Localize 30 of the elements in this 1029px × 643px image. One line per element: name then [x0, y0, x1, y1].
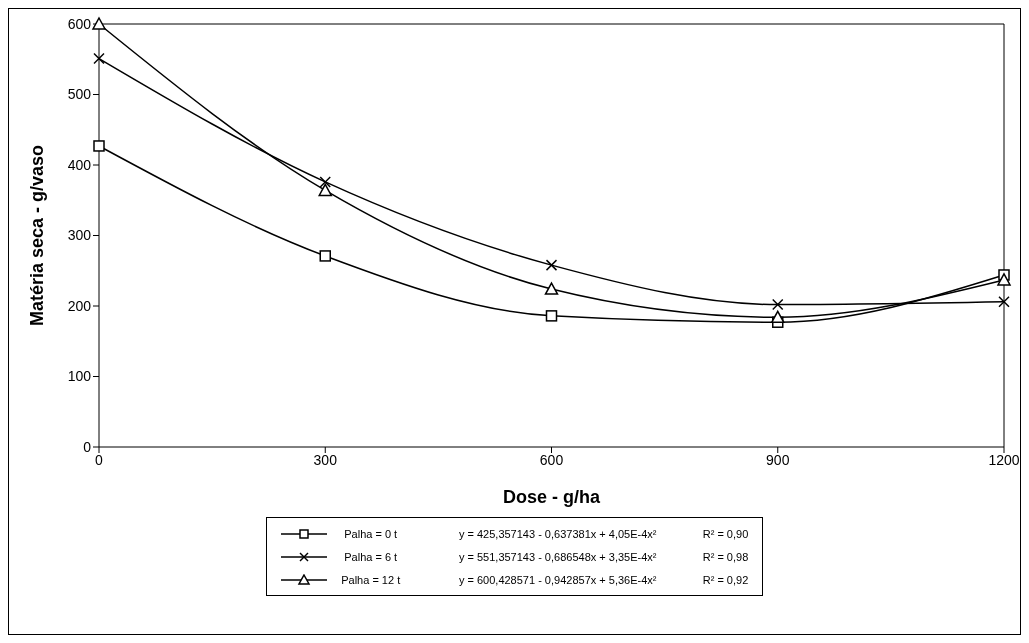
point [771, 310, 785, 324]
point [997, 273, 1011, 286]
text: y = 600,428571 - 0,942857x + 5,36E-4x² [457, 573, 658, 586]
legend-label: Palha = 6 t [343, 550, 399, 563]
point [318, 183, 332, 197]
y-tick-label: 0 [83, 438, 92, 455]
x-tick-label: 300 [313, 451, 338, 468]
legend-label: Palha = 0 t [343, 527, 399, 540]
x-tick-label: 1200 [988, 451, 1020, 468]
y-tick-label: 200 [67, 297, 92, 314]
legend-label: Palha = 12 t [340, 573, 402, 586]
x-tick-label: 900 [766, 451, 790, 468]
text: R² = 0,92 [702, 573, 749, 586]
point [545, 310, 558, 322]
x-tick-label: 0 [95, 451, 104, 468]
x-axis-title: Dose - g/ha [502, 487, 601, 507]
y-tick-label: 500 [67, 86, 92, 103]
text: R² = 0,98 [702, 550, 749, 563]
x-tick-label: 600 [539, 451, 564, 468]
point [93, 140, 105, 152]
y-tick-label: 600 [67, 15, 92, 32]
text: y = 551,357143 - 0,686548x + 3,35E-4x² [457, 550, 658, 563]
y-tick-label: 300 [67, 227, 92, 244]
y-tick-label: 400 [67, 156, 92, 173]
text: y = 425,357143 - 0,637381x + 4,05E-4x² [457, 527, 658, 540]
point [319, 250, 331, 262]
text: R² = 0,90 [702, 527, 749, 540]
point [544, 282, 559, 295]
y-tick-label: 100 [67, 368, 92, 385]
y-axis-title: Matéria seca - g/vaso [27, 144, 48, 327]
